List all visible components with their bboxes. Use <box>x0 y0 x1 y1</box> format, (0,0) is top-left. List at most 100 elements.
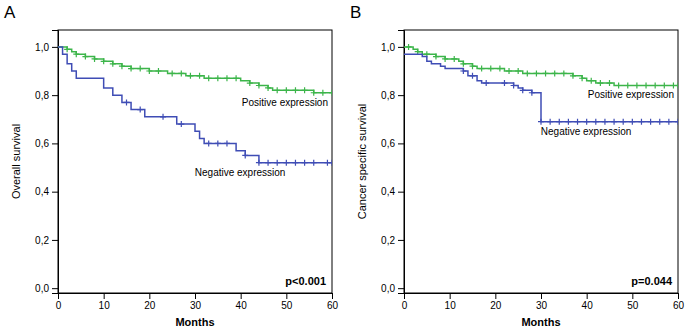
x-tick-label: 0 <box>56 300 62 311</box>
y-tick-label: 0,0 <box>35 283 49 294</box>
y-tick: 0,6 <box>381 138 404 149</box>
y-tick: 0,4 <box>35 186 58 197</box>
censor-mark <box>292 87 298 93</box>
y-tick-mark <box>52 47 58 48</box>
censor-mark <box>274 87 280 93</box>
x-tick-label: 30 <box>190 300 202 311</box>
y-tick-mark <box>52 192 58 193</box>
y-axis-title: Overall survival <box>10 124 22 199</box>
censor-mark <box>511 82 517 88</box>
y-tick-mark <box>398 288 404 289</box>
censor-mark <box>442 56 448 62</box>
censor-mark <box>137 107 143 113</box>
x-tick-mark <box>450 293 451 299</box>
censor-mark <box>579 75 585 81</box>
x-tick-label: 40 <box>582 300 594 311</box>
censor-mark <box>274 160 280 166</box>
censor-mark <box>643 82 649 88</box>
censor-mark <box>320 90 326 96</box>
censor-mark <box>588 78 594 84</box>
series-label: Positive expression <box>588 89 674 100</box>
x-tick: 0 <box>402 293 408 311</box>
censor-mark <box>311 160 317 166</box>
censor-mark <box>265 160 271 166</box>
y-tick-mark <box>52 240 58 241</box>
y-tick-label: 0,8 <box>35 90 49 101</box>
x-tick: 60 <box>673 293 685 311</box>
censor-mark <box>470 73 476 79</box>
x-axis: 0102030405060 <box>56 293 339 311</box>
censor-mark <box>565 119 571 125</box>
y-tick: 0,0 <box>381 283 404 294</box>
x-tick-mark <box>495 293 496 299</box>
panel-title: A <box>4 3 16 22</box>
censor-mark <box>666 119 672 125</box>
censor-mark <box>607 80 613 86</box>
plot-frame <box>404 30 678 293</box>
censor-mark <box>256 82 262 88</box>
censor-mark <box>488 66 494 72</box>
y-tick-label: 0,8 <box>381 90 395 101</box>
y-tick-label: 0,0 <box>381 283 395 294</box>
x-tick-label: 20 <box>490 300 502 311</box>
x-tick: 30 <box>536 293 548 311</box>
x-tick-label: 10 <box>99 300 111 311</box>
y-tick: 0,8 <box>35 90 58 101</box>
x-tick-mark <box>286 293 287 299</box>
censor-mark <box>311 90 317 96</box>
plot-frame <box>58 30 332 293</box>
y-tick-mark <box>398 95 404 96</box>
x-tick-label: 60 <box>327 300 339 311</box>
censor-mark <box>233 75 239 81</box>
x-tick: 40 <box>236 293 248 311</box>
censor-mark <box>652 82 658 88</box>
censor-mark <box>283 160 289 166</box>
censor-mark <box>256 160 262 166</box>
y-tick-label: 0,2 <box>35 235 49 246</box>
censor-mark <box>460 61 466 67</box>
y-tick-label: 1,0 <box>35 42 49 53</box>
censor-mark <box>137 66 143 72</box>
y-tick-mark <box>52 143 58 144</box>
x-tick: 10 <box>99 293 111 311</box>
censor-mark <box>242 152 248 158</box>
censor-mark <box>265 85 271 91</box>
censor-mark <box>155 68 161 74</box>
censor-mark <box>552 70 558 76</box>
censor-mark <box>657 119 663 125</box>
censor-mark <box>460 68 466 74</box>
y-tick: 1,0 <box>35 42 58 53</box>
annotation: p=0.044 <box>631 275 673 287</box>
censor-mark <box>470 63 476 69</box>
x-tick-mark <box>632 293 633 299</box>
censor-mark <box>433 54 439 60</box>
censor-mark <box>92 56 98 62</box>
x-tick-mark <box>104 293 105 299</box>
y-tick-mark <box>52 288 58 289</box>
censor-mark <box>292 160 298 166</box>
censor-mark <box>611 119 617 125</box>
censor-mark <box>575 119 581 125</box>
y-axis-line <box>52 31 59 294</box>
censor-mark <box>529 90 535 96</box>
censor-mark <box>543 70 549 76</box>
censor-mark <box>215 140 221 146</box>
x-tick: 0 <box>56 293 62 311</box>
censor-mark <box>538 119 544 125</box>
censor-mark <box>675 119 678 125</box>
censor-mark <box>547 119 553 125</box>
censor-mark <box>329 160 332 166</box>
censor-mark <box>497 66 503 72</box>
censor-mark <box>178 70 184 76</box>
x-tick-label: 40 <box>236 300 248 311</box>
censor-mark <box>616 82 622 88</box>
y-axis: 0,00,20,40,60,81,0 <box>35 31 58 294</box>
censor-mark <box>224 75 230 81</box>
censor-mark <box>110 61 116 67</box>
censor-mark <box>302 160 308 166</box>
y-tick: 0,4 <box>381 186 404 197</box>
censor-mark <box>515 68 521 74</box>
censor-mark <box>82 54 88 60</box>
y-tick: 0,2 <box>35 235 58 246</box>
censor-mark <box>524 70 530 76</box>
